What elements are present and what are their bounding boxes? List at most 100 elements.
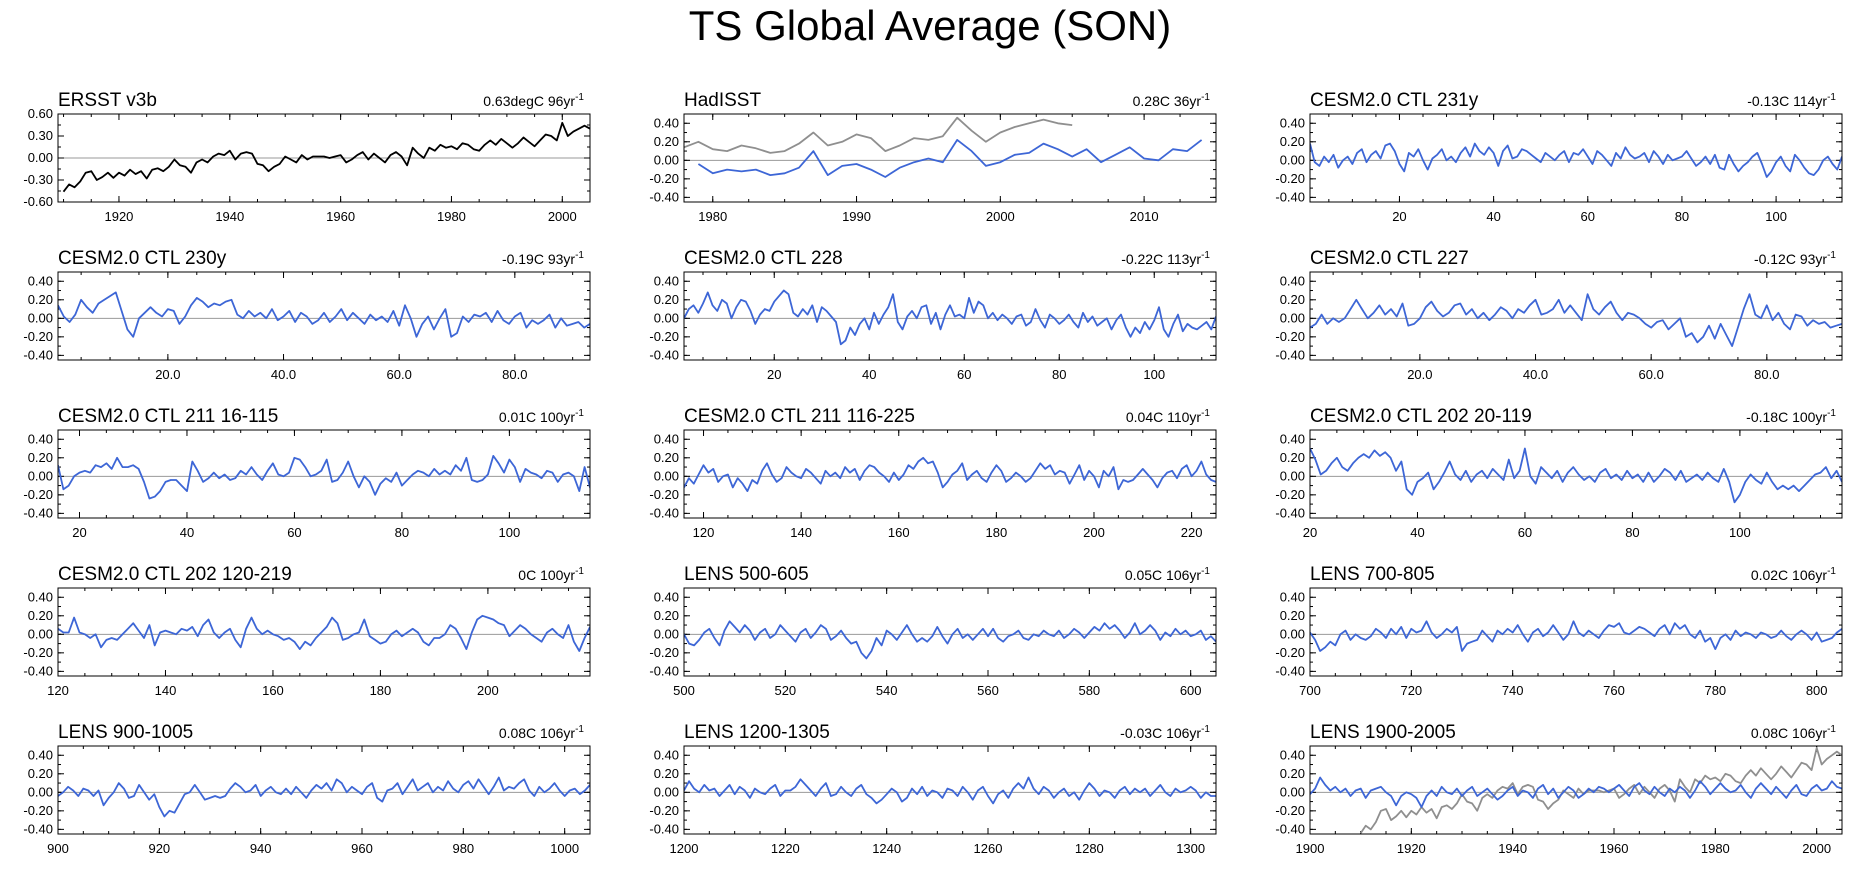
y-tick-label: 0.20 bbox=[1280, 292, 1305, 307]
panel: CESM2.0 CTL 231y -0.13C 114yr-1 -0.40 -0.20… bbox=[1275, 90, 1843, 224]
model-series-line bbox=[684, 289, 1216, 346]
panel: LENS 700-805 0.02C 106yr-1 -0.40 -0.20 0.00 0… bbox=[1275, 564, 1843, 698]
plot-frame bbox=[57, 429, 591, 519]
x-tick-label: 20 bbox=[1392, 209, 1406, 224]
panel: CESM2.0 CTL 202 20-119 -0.18C 100yr-1 -0.4… bbox=[1275, 406, 1843, 540]
x-tick-label: 80.0 bbox=[502, 367, 527, 382]
x-tick-label: 120 bbox=[693, 525, 715, 540]
model-series-line bbox=[58, 291, 590, 338]
x-tick-label: 1260 bbox=[974, 841, 1003, 856]
x-tick-label: 20.0 bbox=[1407, 367, 1432, 382]
x-tick-label: 1900 bbox=[1296, 841, 1325, 856]
y-tick-label: -0.20 bbox=[649, 803, 679, 818]
x-tick-label: 80 bbox=[395, 525, 409, 540]
y-tick-label: 0.40 bbox=[1280, 747, 1305, 762]
y-tick-label: 0.20 bbox=[654, 292, 679, 307]
x-tick-label: 2000 bbox=[548, 209, 577, 224]
y-tick-label: 0.20 bbox=[1280, 134, 1305, 149]
trend-exponent: -1 bbox=[575, 724, 584, 735]
x-tick-label: 940 bbox=[250, 841, 272, 856]
x-tick-label: 900 bbox=[47, 841, 69, 856]
trend-value: 0.01C 100yr bbox=[499, 409, 576, 425]
y-tick-label: -0.20 bbox=[23, 329, 53, 344]
x-tick-label: 80 bbox=[1625, 525, 1639, 540]
x-tick-label: 920 bbox=[148, 841, 170, 856]
x-tick-label: 40.0 bbox=[1523, 367, 1548, 382]
y-tick-label: -0.40 bbox=[649, 821, 679, 836]
trend-exponent: -1 bbox=[1827, 408, 1836, 419]
plot-frame bbox=[1309, 745, 1843, 835]
x-tick-label: 20 bbox=[72, 525, 86, 540]
y-tick-label: 0.00 bbox=[28, 626, 53, 641]
plot-frame bbox=[683, 429, 1217, 519]
y-tick-label: -0.20 bbox=[1275, 329, 1305, 344]
x-tick-label: 2000 bbox=[1802, 841, 1831, 856]
x-tick-label: 160 bbox=[262, 683, 284, 698]
x-tick-label: 700 bbox=[1299, 683, 1321, 698]
y-tick-label: 0.20 bbox=[654, 134, 679, 149]
panels: ERSST v3b 0.63degC 96yr-1-0.60-0.300.000.… bbox=[23, 90, 1843, 856]
x-tick-label: 1980 bbox=[698, 209, 727, 224]
y-tick-label: 0.00 bbox=[28, 310, 53, 325]
x-tick-label: 20.0 bbox=[155, 367, 180, 382]
panel-title: LENS 500-605 bbox=[684, 564, 809, 585]
panel-title: CESM2.0 CTL 202 20-119 bbox=[1310, 406, 1532, 427]
y-tick-label: -0.40 bbox=[1275, 347, 1305, 362]
panel-trend: -0.12C 93yr-1 bbox=[1754, 250, 1836, 267]
trend-exponent: -1 bbox=[1827, 566, 1836, 577]
y-tick-label: -0.20 bbox=[23, 645, 53, 660]
x-tick-label: 1980 bbox=[437, 209, 466, 224]
trend-exponent: -1 bbox=[1201, 724, 1210, 735]
panel: CESM2.0 CTL 211 16-115 0.01C 100yr-1 -0.40… bbox=[23, 406, 591, 540]
y-tick-label: 0.00 bbox=[654, 468, 679, 483]
y-tick-label: -0.20 bbox=[1275, 487, 1305, 502]
panel-trend: -0.18C 100yr-1 bbox=[1746, 408, 1836, 425]
panel-title: CESM2.0 CTL 227 bbox=[1310, 248, 1469, 269]
x-tick-label: 1940 bbox=[1498, 841, 1527, 856]
x-tick-label: 1920 bbox=[104, 209, 133, 224]
trend-value: 0.08C 106yr bbox=[1751, 725, 1828, 741]
x-tick-label: 20 bbox=[767, 367, 781, 382]
x-tick-label: 1960 bbox=[1600, 841, 1629, 856]
y-tick-label: 0.00 bbox=[1280, 626, 1305, 641]
y-tick-label: 0.20 bbox=[1280, 766, 1305, 781]
trend-value: -0.22C 113yr bbox=[1121, 251, 1201, 267]
y-tick-label: -0.40 bbox=[1275, 189, 1305, 204]
trend-value: 0.02C 106yr bbox=[1751, 567, 1828, 583]
trend-exponent: -1 bbox=[1201, 408, 1210, 419]
panel-trend: 0C 100yr-1 bbox=[518, 566, 584, 583]
y-tick-label: 0.40 bbox=[28, 747, 53, 762]
x-tick-label: 520 bbox=[774, 683, 796, 698]
panel-title: CESM2.0 CTL 230y bbox=[58, 248, 227, 269]
plot-frame bbox=[683, 587, 1217, 677]
panel: CESM2.0 CTL 227 -0.12C 93yr-1 -0.40 -0.20 0.… bbox=[1275, 248, 1843, 382]
x-tick-label: 1200 bbox=[670, 841, 699, 856]
y-tick-label: 0.40 bbox=[654, 431, 679, 446]
x-tick-label: 500 bbox=[673, 683, 695, 698]
panel: LENS 1900-2005 0.08C 106yr-1 -0.40 -0.20 0.0… bbox=[1275, 722, 1843, 856]
panel-trend: -0.22C 113yr-1 bbox=[1121, 250, 1210, 267]
x-tick-label: 760 bbox=[1603, 683, 1625, 698]
y-tick-label: -0.20 bbox=[23, 487, 53, 502]
x-tick-label: 220 bbox=[1181, 525, 1203, 540]
x-tick-label: 180 bbox=[986, 525, 1008, 540]
x-tick-label: 60.0 bbox=[1639, 367, 1664, 382]
x-tick-label: 80 bbox=[1052, 367, 1066, 382]
panel-trend: 0.28C 36yr-1 bbox=[1133, 92, 1211, 109]
y-tick-label: -0.40 bbox=[23, 505, 53, 520]
y-tick-label: 0.20 bbox=[28, 292, 53, 307]
y-tick-label: 0.00 bbox=[1280, 152, 1305, 167]
y-tick-label: 0.40 bbox=[28, 589, 53, 604]
y-tick-label: 0.00 bbox=[1280, 310, 1305, 325]
trend-exponent: -1 bbox=[1201, 250, 1210, 261]
y-tick-label: 0.40 bbox=[1280, 589, 1305, 604]
trend-exponent: -1 bbox=[1201, 566, 1210, 577]
x-tick-label: 80 bbox=[1675, 209, 1689, 224]
y-tick-label: -0.40 bbox=[1275, 663, 1305, 678]
x-tick-label: 1920 bbox=[1397, 841, 1426, 856]
x-tick-label: 1300 bbox=[1176, 841, 1205, 856]
y-tick-label: -0.40 bbox=[23, 663, 53, 678]
y-tick-label: 0.00 bbox=[654, 152, 679, 167]
y-tick-label: -0.60 bbox=[23, 194, 53, 209]
y-tick-label: 0.20 bbox=[1280, 608, 1305, 623]
